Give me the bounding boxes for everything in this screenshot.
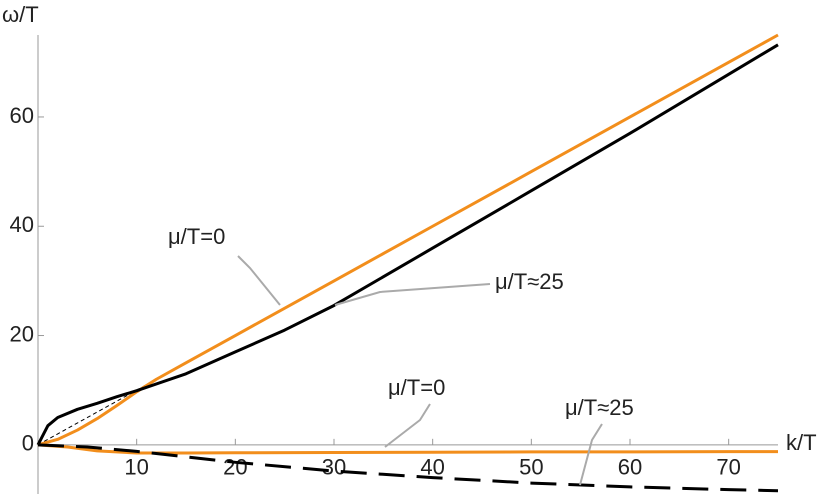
- y-tick-label: 40: [10, 212, 34, 237]
- x-tick-label: 20: [223, 455, 247, 480]
- y-axis-label: ω/T: [2, 2, 39, 27]
- annotation-label: μ/T=0: [168, 224, 225, 249]
- x-axis-label: k/T: [786, 430, 817, 455]
- annotation-leader: [334, 283, 491, 306]
- y-tick-label: 0: [22, 431, 34, 456]
- annotation-label: μ/T≈25: [565, 395, 634, 420]
- y-tick-label: 60: [10, 103, 34, 128]
- annotation-leader: [237, 255, 281, 306]
- x-tick-label: 60: [618, 455, 642, 480]
- series-line: [37, 443, 778, 455]
- annotation-label: μ/T≈25: [495, 269, 564, 294]
- annotation-leader: [384, 403, 431, 448]
- annotation-label: μ/T=0: [388, 375, 445, 400]
- series-line: [36, 43, 779, 446]
- x-tick-label: 30: [322, 455, 346, 480]
- x-tick-label: 50: [519, 455, 543, 480]
- x-tick-label: 40: [420, 455, 444, 480]
- x-tick-label: 10: [124, 455, 148, 480]
- series-line: [37, 33, 779, 447]
- annotation-leader: [579, 423, 603, 486]
- series-line: [37, 443, 779, 493]
- y-tick-label: 20: [10, 321, 34, 346]
- x-tick-label: 70: [716, 455, 740, 480]
